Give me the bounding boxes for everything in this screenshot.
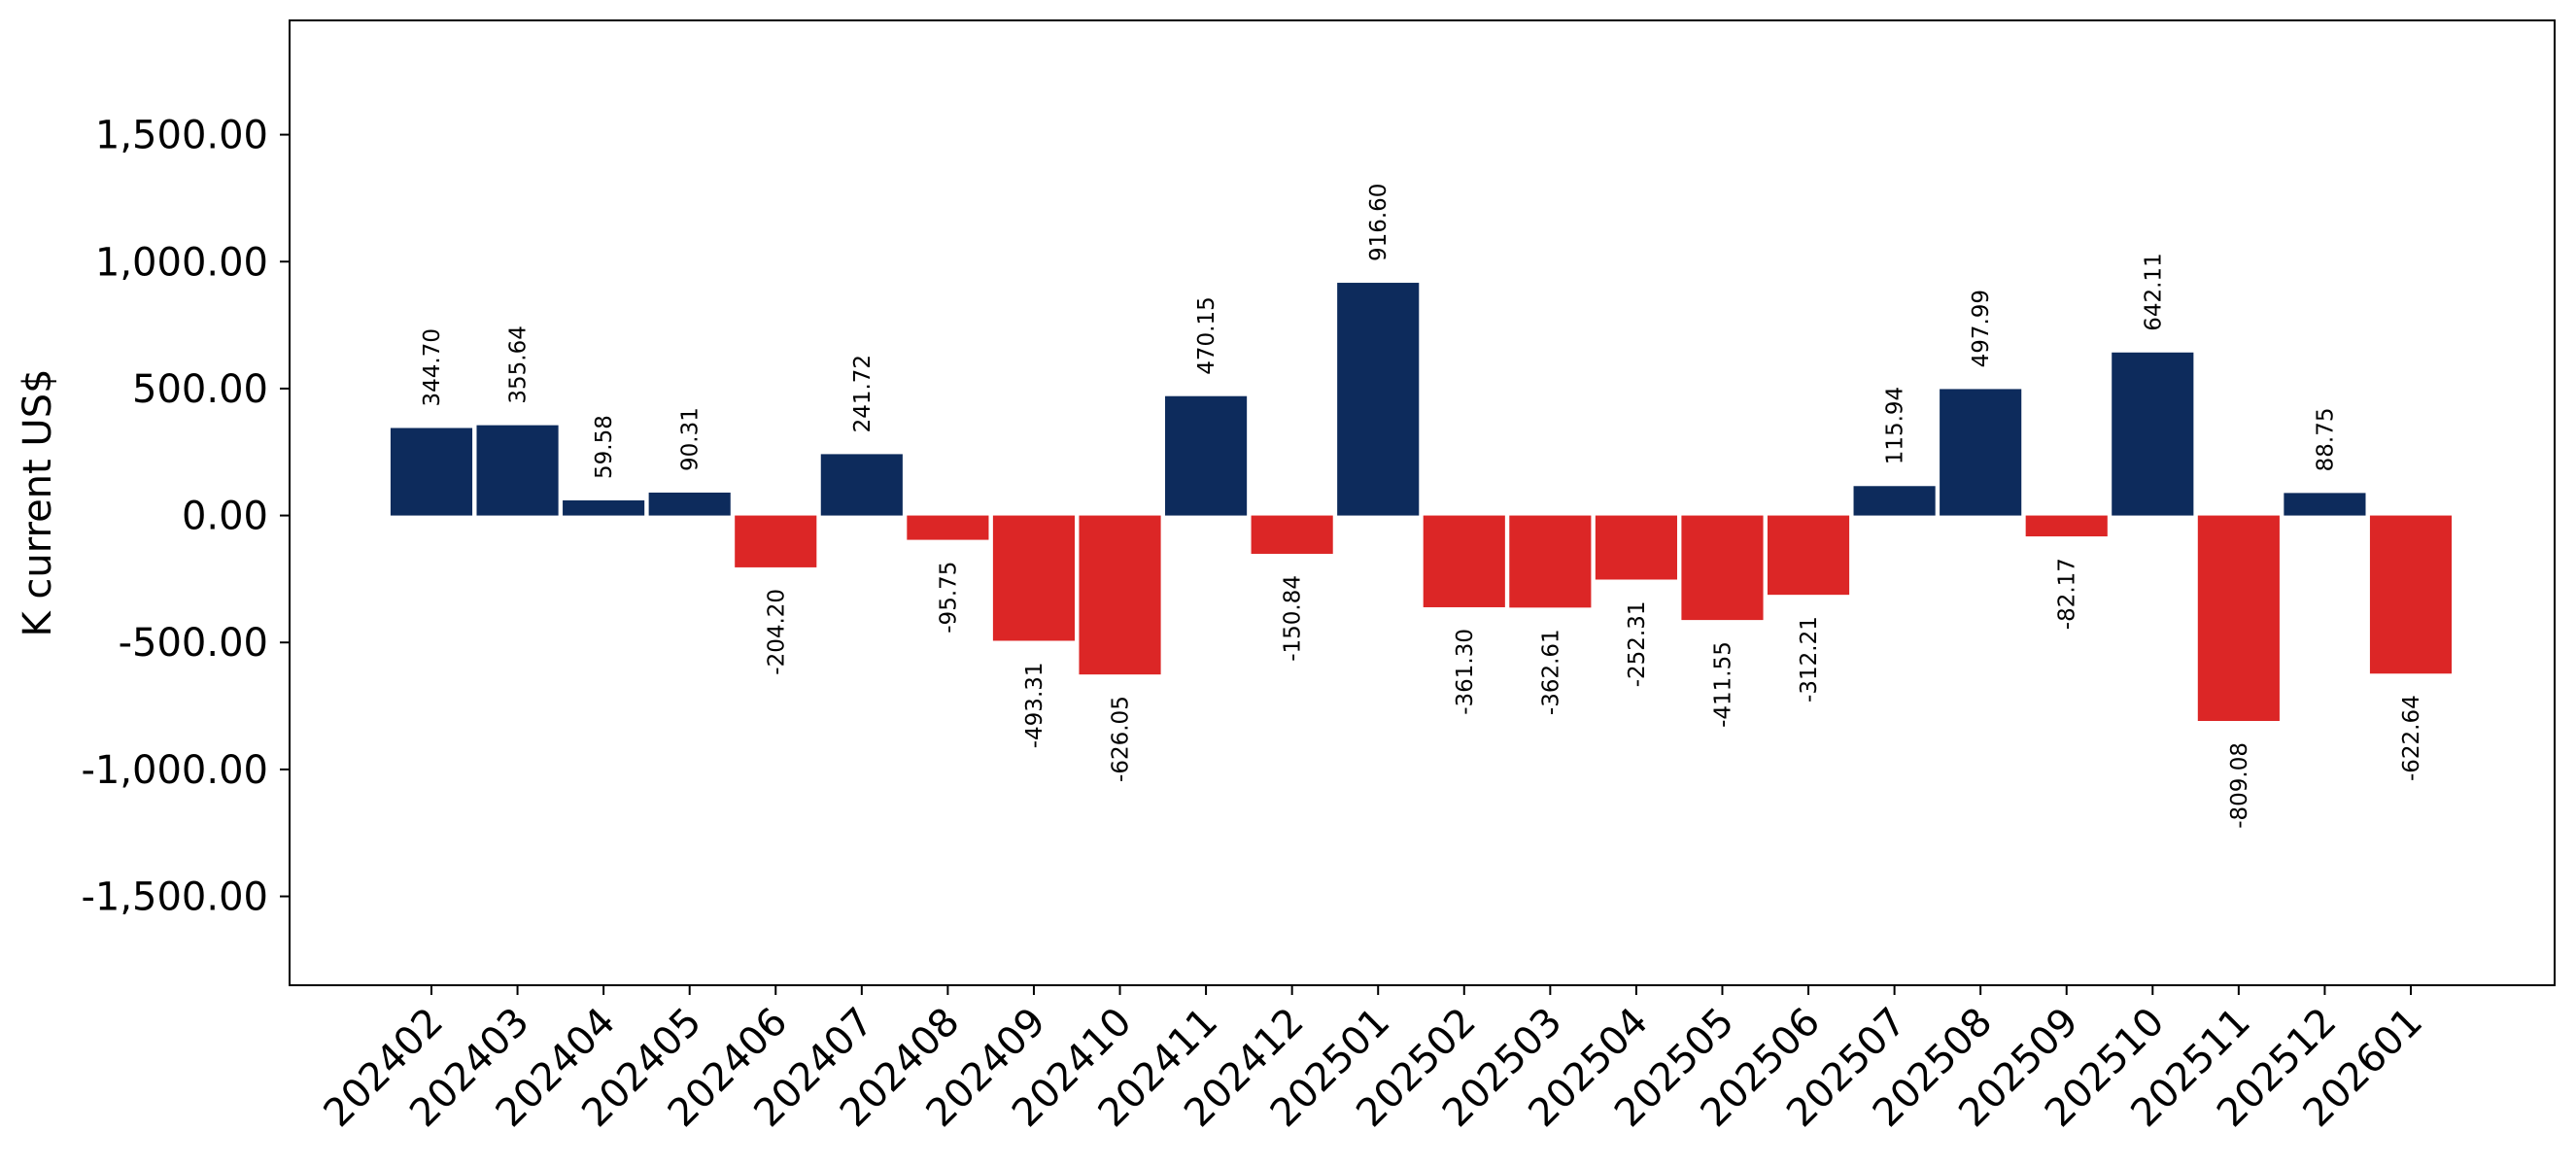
bar-value-label: 344.70 bbox=[420, 328, 445, 406]
y-tick-label: -500.00 bbox=[119, 621, 268, 666]
bar-value-label: 355.64 bbox=[506, 326, 532, 403]
bar bbox=[1251, 515, 1333, 554]
y-axis: -1,500.00 -1,000.00 -500.00 0.00 500.00 1,000… bbox=[81, 114, 290, 920]
bar bbox=[907, 515, 989, 540]
bar bbox=[1509, 515, 1592, 608]
bar bbox=[1767, 515, 1850, 596]
bar bbox=[648, 492, 731, 516]
y-tick-label: 1,000.00 bbox=[95, 240, 268, 285]
bar bbox=[2369, 515, 2453, 674]
bar bbox=[2112, 352, 2194, 516]
bar-value-label: -361.30 bbox=[1453, 629, 1478, 715]
bar-value-label: -493.31 bbox=[1022, 662, 1048, 748]
bars-group bbox=[390, 283, 2453, 721]
y-tick-label: -1,000.00 bbox=[81, 748, 268, 793]
bar-value-label: -150.84 bbox=[1281, 575, 1306, 662]
bar-value-label: -95.75 bbox=[936, 562, 961, 634]
bar-value-label: -312.21 bbox=[1797, 616, 1822, 702]
bar bbox=[992, 515, 1076, 641]
bar-value-label: 642.11 bbox=[2141, 253, 2166, 330]
bar-value-label: 241.72 bbox=[850, 355, 876, 432]
bar bbox=[1079, 515, 1161, 675]
bar-value-label: 88.75 bbox=[2313, 408, 2338, 472]
bar-value-label: -411.55 bbox=[1710, 641, 1735, 728]
bar bbox=[1337, 283, 1420, 516]
bar bbox=[735, 515, 817, 567]
bar bbox=[2284, 493, 2366, 516]
bar-value-label: 90.31 bbox=[678, 407, 704, 471]
bar bbox=[2025, 515, 2108, 537]
bar-value-label: -362.61 bbox=[1538, 629, 1563, 715]
x-axis: 2024022024032024042024052024062024072024… bbox=[316, 985, 2431, 1136]
plot-area-frame bbox=[289, 19, 2556, 986]
bar bbox=[2197, 515, 2280, 721]
bar bbox=[563, 499, 645, 516]
bar bbox=[1853, 486, 1936, 516]
bar bbox=[1940, 389, 2022, 516]
bar-value-label: 59.58 bbox=[592, 415, 617, 479]
data-labels-group: 344.70 355.64 59.58 90.31 -204.20 241.72 -95.7… bbox=[420, 184, 2424, 829]
bar-value-label: 115.94 bbox=[1883, 387, 1908, 464]
y-tick-label: 500.00 bbox=[132, 367, 268, 412]
bar bbox=[1595, 515, 1677, 580]
bar bbox=[1681, 515, 1764, 621]
bar bbox=[1165, 395, 1248, 516]
bar-value-label: -82.17 bbox=[2055, 558, 2080, 630]
bar-value-label: -622.64 bbox=[2399, 695, 2424, 781]
bar-value-label: -204.20 bbox=[764, 589, 789, 675]
bar-value-label: -809.08 bbox=[2227, 742, 2252, 829]
bar bbox=[390, 428, 473, 516]
y-tick-label: 1,500.00 bbox=[95, 114, 268, 158]
bar-value-label: 470.15 bbox=[1194, 296, 1219, 374]
y-tick-label: -1,500.00 bbox=[81, 875, 268, 920]
bar-value-label: 497.99 bbox=[1969, 290, 1994, 367]
y-tick-label: 0.00 bbox=[182, 495, 268, 539]
bar bbox=[820, 454, 903, 516]
bar-value-label: 916.60 bbox=[1366, 184, 1391, 261]
bar bbox=[476, 425, 559, 516]
bar-value-label: -252.31 bbox=[1625, 600, 1650, 687]
bar-value-label: -626.05 bbox=[1109, 696, 1134, 782]
y-axis-label: K current US$ bbox=[16, 368, 60, 636]
bar bbox=[1423, 515, 1505, 607]
